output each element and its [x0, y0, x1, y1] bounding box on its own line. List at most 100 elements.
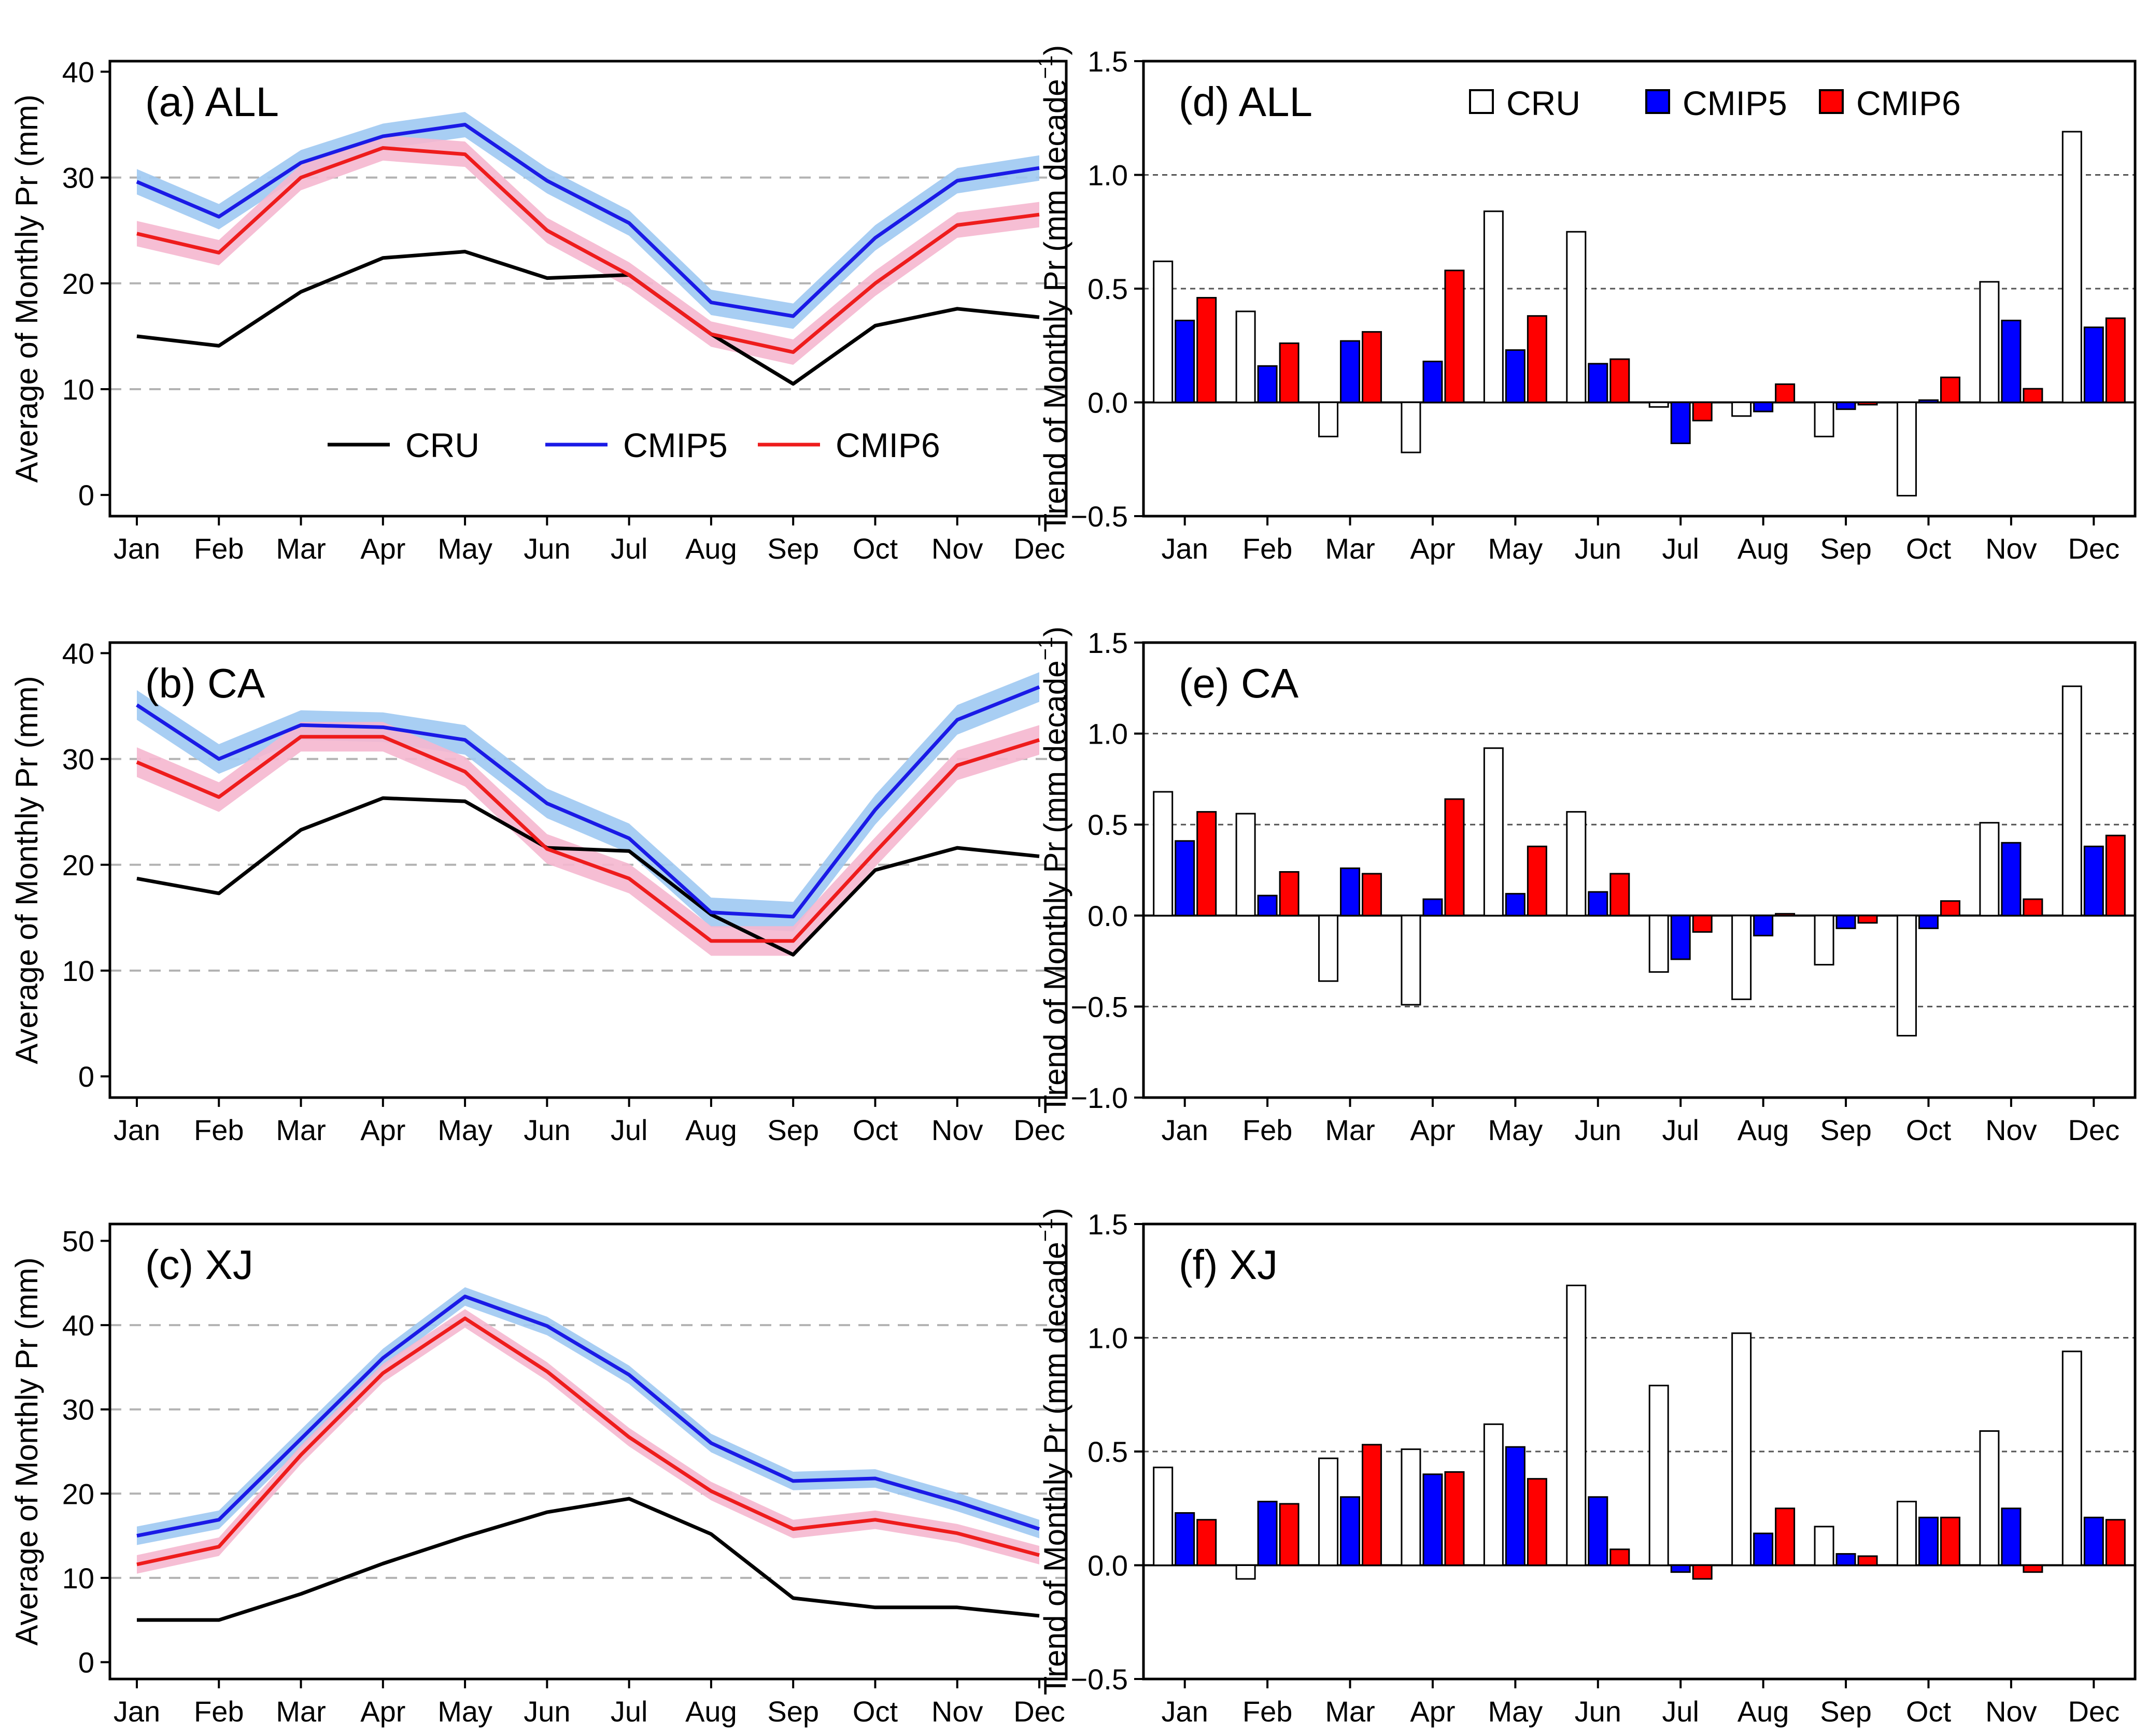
x-tick-label: Sep [767, 1114, 819, 1146]
legend-label-cmip5: CMIP5 [1683, 84, 1787, 122]
bar-cmip5 [1753, 402, 1774, 412]
line-cmip6 [136, 735, 1040, 943]
x-tick-label: Jan [114, 1114, 160, 1146]
bar-cmip5 [1175, 1512, 1195, 1567]
bar-cru [1235, 310, 1256, 404]
y-axis-label: Trend of Monthly Pr (mm decade−1) [1034, 45, 1072, 532]
x-tick-label: Nov [931, 532, 983, 565]
x-tick-label: Feb [1242, 532, 1293, 565]
bar-cru [1566, 811, 1587, 917]
y-axis-label-text: Trend of Monthly Pr (mm decade [1038, 660, 1072, 1114]
x-tick-label: Mar [1325, 1695, 1375, 1728]
x-tick-label: Apr [360, 1114, 405, 1146]
x-tick-label: Jul [611, 1695, 648, 1728]
y-tick-label: 1.0 [1087, 159, 1128, 192]
bar-cmip5 [2083, 1516, 2104, 1567]
bar-cmip5 [1175, 319, 1195, 404]
bar-cmip5 [1340, 340, 1361, 403]
bar-cru [1814, 915, 1834, 966]
bar-cmip6 [1362, 873, 1382, 917]
line-cru [136, 250, 1040, 386]
bar-cmip5 [1340, 1496, 1361, 1567]
panel-title: (f) XJ [1179, 1242, 1278, 1288]
bar-cru [1814, 1526, 1834, 1567]
panel-d: −0.5 0.0 0.5 1.0 1.5 Jan Feb Mar Apr May Jun Jul Aug… [1034, 45, 2137, 565]
panel-a: 0 10 20 30 40 Jan Feb Mar Apr May Jun Jul Aug Sep Oct N… [9, 55, 1068, 565]
y-axis-label: Trend of Monthly Pr (mm decade−1) [1034, 627, 1072, 1114]
y-tick-label: 0 [78, 1060, 94, 1093]
bar-cmip6 [1775, 1507, 1796, 1566]
bar-cmip5 [1835, 1553, 1856, 1567]
x-tick-label: Sep [1820, 532, 1872, 565]
panel-f: −0.5 0.0 0.5 1.0 1.5 Jan Feb Mar Apr May Jun Jul Aug… [1034, 1208, 2137, 1728]
bar-cmip6 [2105, 1519, 2126, 1566]
bar-cmip6 [1940, 1516, 1960, 1567]
x-tick-label: Oct [853, 1114, 898, 1146]
line-cmip6 [136, 1316, 1040, 1567]
bar-cmip6 [1196, 1519, 1217, 1566]
y-axis-label-text: Average of Monthly Pr (mm) [9, 676, 44, 1064]
x-tick-label: Jul [611, 532, 648, 565]
bar-cru [1648, 915, 1669, 973]
x-tick-label: Jan [114, 1695, 160, 1728]
x-tick-label: Aug [1738, 1695, 1789, 1728]
x-tick-label: Aug [685, 1695, 737, 1728]
bar-cru [1153, 791, 1174, 917]
y-tick-label: −1.0 [1070, 1082, 1128, 1114]
band-cmip6 [137, 135, 1039, 365]
bar-cru [1731, 402, 1752, 417]
legend-label-cru: CRU [1506, 84, 1580, 122]
bar-cru [1401, 1448, 1421, 1567]
y-tick-label: 40 [62, 637, 94, 670]
y-tick-label: 30 [62, 743, 94, 776]
bar-cmip6 [2023, 1564, 2043, 1573]
band-cmip5 [137, 672, 1039, 932]
legend-swatch-cmip5 [1645, 89, 1670, 114]
bar-cmip5 [1588, 363, 1608, 403]
line-cmip6 [136, 146, 1040, 354]
y-tick-label: 30 [62, 162, 94, 194]
x-tick-label: Aug [685, 532, 737, 565]
y-tick-label: 10 [62, 955, 94, 987]
x-tick-label: Feb [194, 1695, 244, 1728]
bar-cmip6 [1279, 1503, 1300, 1566]
bar-cmip5 [1670, 1564, 1691, 1573]
panel-title: (d) ALL [1179, 79, 1312, 125]
y-tick-label: 10 [62, 1562, 94, 1595]
axes-frame [1142, 1222, 2137, 1681]
bar-cmip6 [2023, 388, 2043, 403]
x-tick-label: Dec [1013, 1114, 1065, 1146]
x-tick-label: Jul [611, 1114, 648, 1146]
bar-cru [1483, 1423, 1504, 1567]
y-tick-label: 40 [62, 1309, 94, 1342]
bar-cmip6 [1857, 402, 1878, 406]
panel-title: (b) CA [145, 660, 265, 706]
x-tick-label: Nov [1985, 1695, 2037, 1728]
bar-cmip5 [1670, 915, 1691, 960]
x-tick-label: Feb [1242, 1695, 1293, 1728]
x-tick-label: Feb [194, 1114, 244, 1146]
y-axis-label: Average of Monthly Pr (mm) [9, 676, 44, 1064]
bar-cmip6 [1196, 297, 1217, 403]
bar-cmip5 [1175, 840, 1195, 917]
bar-cru [1235, 1564, 1256, 1580]
bar-cmip5 [1670, 402, 1691, 445]
y-tick-label: 0.5 [1087, 1435, 1128, 1468]
bar-cmip6 [1775, 383, 1796, 404]
bar-cmip6 [1527, 315, 1547, 403]
bar-cmip5 [1918, 915, 1939, 929]
x-tick-label: May [437, 1114, 492, 1146]
bar-cmip5 [1835, 915, 1856, 929]
y-tick-label: 1.5 [1087, 45, 1128, 78]
bar-cru [1979, 281, 2000, 404]
bar-cmip6 [1444, 1471, 1465, 1567]
bar-cmip6 [1527, 1478, 1547, 1566]
x-tick-label: Apr [1410, 1114, 1455, 1146]
y-axis-label: Trend of Monthly Pr (mm decade−1) [1034, 1208, 1072, 1695]
x-tick-label: Aug [1738, 532, 1789, 565]
bar-cru [1896, 1501, 1917, 1567]
bar-cmip6 [1279, 871, 1300, 917]
bar-cmip5 [1505, 893, 1526, 917]
bar-cmip5 [1753, 915, 1774, 936]
y-axis-label: Average of Monthly Pr (mm) [9, 1257, 44, 1645]
